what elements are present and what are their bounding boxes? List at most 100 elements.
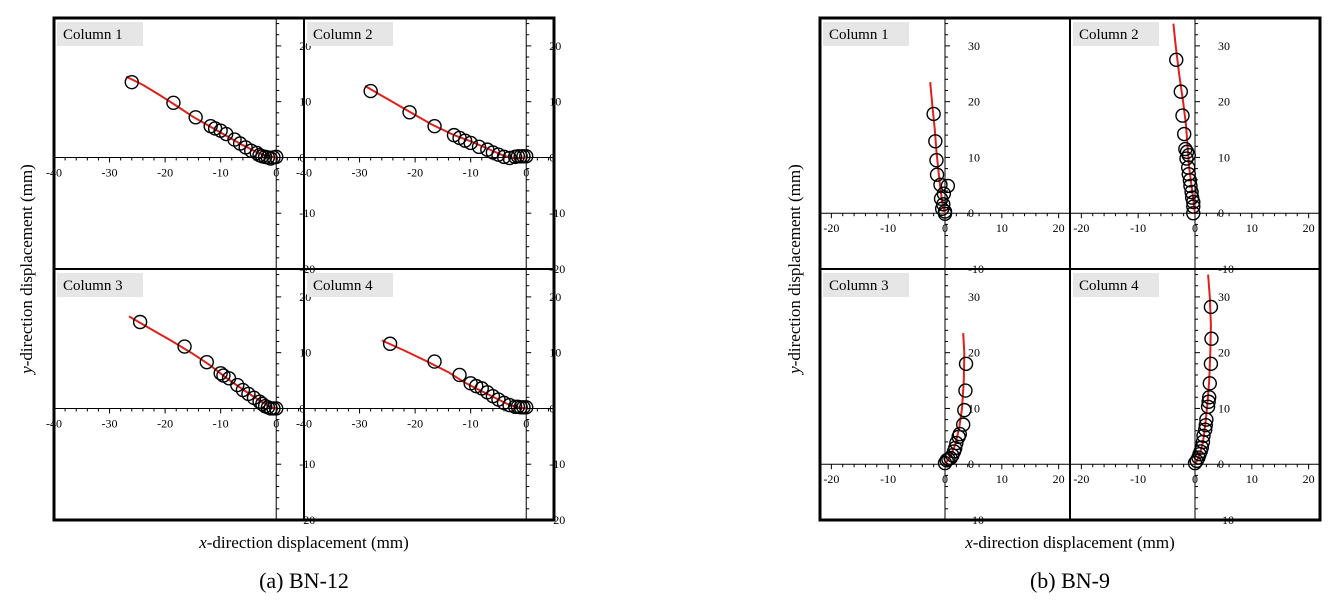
data-point	[427, 354, 442, 369]
x-axis-title: x-direction displacement (mm)	[198, 533, 409, 552]
data-point	[958, 383, 973, 398]
y-tick-label: 20	[1218, 346, 1230, 360]
trace-line	[128, 315, 277, 410]
x-tick-label: -30	[352, 416, 368, 430]
y-tick-label: 10	[968, 150, 980, 164]
x-tick-label: -10	[1130, 472, 1146, 486]
y-tick-label: 0	[968, 457, 974, 471]
y-tick-label: 10	[1218, 401, 1230, 415]
data-point	[1182, 173, 1198, 188]
x-tick-label: -20	[407, 416, 423, 430]
figure-caption: (b) BN-9	[1030, 568, 1110, 593]
x-tick-label: 10	[1246, 221, 1258, 235]
data-point	[1196, 428, 1211, 443]
data-point	[496, 149, 512, 165]
data-point	[958, 356, 974, 372]
y-tick-label: -10	[299, 206, 315, 220]
panel-frame	[303, 268, 555, 521]
y-tick-label: 0	[1218, 206, 1224, 220]
data-point	[1179, 151, 1194, 166]
y-tick-label: 30	[1218, 39, 1230, 53]
data-point	[1181, 148, 1196, 163]
data-point	[269, 401, 284, 416]
data-point	[1203, 356, 1219, 372]
data-point	[230, 377, 245, 393]
data-point	[1202, 390, 1217, 405]
data-point	[1203, 299, 1219, 315]
data-point	[1187, 455, 1203, 471]
y-tick-label: 30	[968, 39, 980, 53]
trace-line	[364, 85, 527, 160]
y-tick-label: 0	[549, 150, 555, 164]
data-point	[382, 336, 398, 351]
data-point	[940, 178, 956, 194]
panel-label-box	[823, 22, 909, 46]
x-tick-label: -10	[463, 165, 479, 179]
data-point	[937, 206, 953, 221]
x-tick-label: -10	[880, 221, 896, 235]
figure-frame	[818, 16, 1322, 522]
data-point	[1169, 52, 1184, 68]
panel-label-box	[307, 273, 393, 297]
data-point	[363, 83, 378, 99]
data-point	[955, 417, 971, 432]
data-point	[1186, 199, 1201, 214]
data-point	[427, 119, 442, 134]
panel-label: Column 1	[63, 27, 123, 43]
data-point	[951, 429, 966, 445]
data-point	[402, 105, 417, 120]
panel-label: Column 4	[1079, 278, 1139, 294]
data-point	[1183, 178, 1198, 194]
data-point	[1184, 184, 1199, 200]
data-point	[1202, 376, 1217, 391]
data-point	[1186, 194, 1201, 210]
y-tick-label: 0	[299, 150, 305, 164]
y-tick-label: 0	[549, 401, 555, 415]
y-tick-label: 10	[299, 95, 311, 109]
x-tick-label: 20	[1303, 472, 1315, 486]
data-point	[1199, 412, 1214, 427]
data-point	[519, 400, 534, 415]
data-point	[502, 397, 517, 413]
data-point	[519, 149, 534, 164]
x-tick-label: 10	[996, 221, 1008, 235]
y-tick-label: 20	[968, 346, 980, 360]
panel-label: Column 4	[313, 278, 373, 294]
data-point	[937, 455, 953, 471]
data-point	[1201, 394, 1216, 409]
y-tick-label: -10	[549, 206, 565, 220]
data-point	[929, 167, 945, 182]
panel-frame	[53, 268, 305, 521]
data-point	[502, 150, 517, 166]
data-point	[188, 110, 203, 125]
data-point	[1198, 417, 1213, 433]
x-tick-label: -30	[352, 165, 368, 179]
x-tick-label: -10	[213, 416, 229, 430]
panel-label-box	[823, 273, 909, 297]
data-point	[177, 339, 192, 354]
panel-frame	[303, 17, 555, 270]
data-point	[1186, 206, 1201, 221]
x-tick-label: -20	[1073, 221, 1089, 235]
x-tick-label: -30	[102, 165, 118, 179]
data-point	[124, 74, 139, 90]
data-point	[452, 367, 467, 383]
y-axis-title: y-direction displacement (mm)	[785, 164, 804, 376]
y-tick-label: 0	[299, 401, 305, 415]
data-point	[926, 106, 941, 122]
data-point	[941, 452, 956, 467]
y-axis-title: y-direction displacement (mm)	[17, 164, 36, 376]
figure-caption: (a) BN-12	[259, 568, 349, 593]
x-tick-label: 20	[1053, 221, 1065, 235]
panel-label: Column 2	[1079, 27, 1139, 43]
y-tick-label: 10	[1218, 150, 1230, 164]
x-tick-label: -10	[880, 472, 896, 486]
panel-label-box	[57, 273, 143, 297]
x-tick-label: -10	[213, 165, 229, 179]
